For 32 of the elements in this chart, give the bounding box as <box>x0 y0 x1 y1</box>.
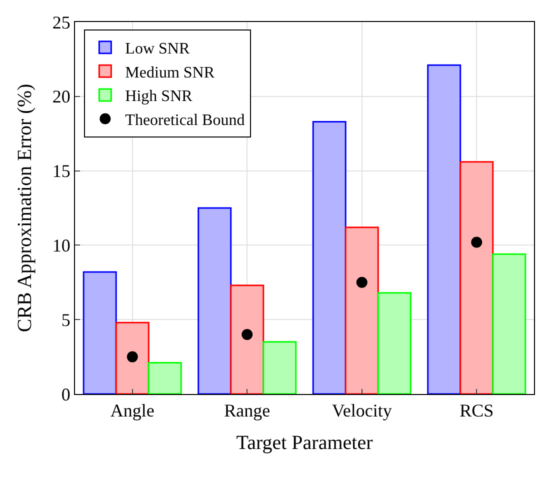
bar <box>492 253 526 394</box>
legend-label: Medium SNR <box>125 64 215 82</box>
point <box>356 276 368 288</box>
bar <box>148 362 182 394</box>
bar <box>262 341 297 394</box>
bar <box>115 322 150 394</box>
bar <box>460 161 494 394</box>
legend-label: Low SNR <box>125 40 190 58</box>
x-tick-label: RCS <box>460 400 494 421</box>
y-tick-label: 15 <box>52 161 70 182</box>
y-tick-label: 20 <box>52 86 70 107</box>
point <box>242 328 253 340</box>
y-tick-label: 5 <box>61 310 70 330</box>
bar <box>82 271 117 394</box>
y-axis-title: CRB Approximation Error (%) <box>14 84 36 332</box>
point <box>126 351 138 362</box>
bar <box>230 284 264 394</box>
x-tick-label: Angle <box>110 400 154 421</box>
bar <box>198 207 232 394</box>
x-tick-label: Velocity <box>332 400 392 421</box>
bar <box>377 292 412 394</box>
legend-label: High SNR <box>125 88 193 106</box>
bar <box>344 226 379 394</box>
y-tick-label: 0 <box>61 384 70 404</box>
bar <box>312 120 346 394</box>
x-tick-label: Range <box>224 400 270 421</box>
legend-label: Theoretical Bound <box>125 112 245 129</box>
y-tick-label: 10 <box>52 236 70 256</box>
y-tick-label: 25 <box>52 12 70 32</box>
point <box>471 236 482 248</box>
bar <box>427 64 462 394</box>
x-axis-title: Target Parameter <box>236 432 374 454</box>
